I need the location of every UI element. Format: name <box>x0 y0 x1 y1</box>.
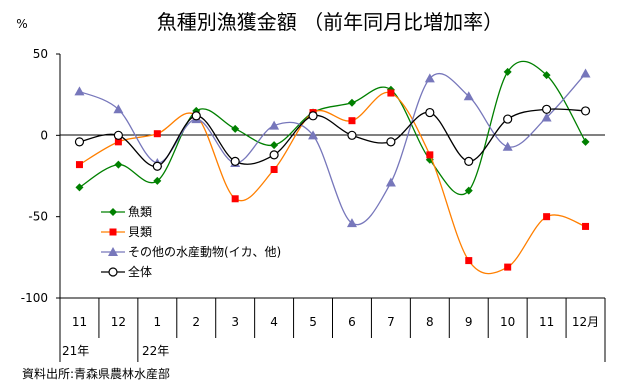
x-tick-label: 12月 <box>572 315 599 329</box>
series-2 <box>74 68 591 228</box>
y-axis-unit-label: % <box>16 17 27 31</box>
data-point <box>464 156 474 166</box>
series-line <box>79 72 587 226</box>
series-1 <box>75 89 590 275</box>
data-point <box>114 160 123 169</box>
data-point <box>426 151 434 159</box>
series-line <box>79 91 586 275</box>
x-tick-label: 3 <box>231 315 239 329</box>
data-point <box>386 137 396 147</box>
data-point <box>153 176 162 185</box>
series-line <box>79 108 586 167</box>
series-line <box>79 60 587 196</box>
data-point <box>75 161 83 169</box>
x-tick-label: 4 <box>270 315 278 329</box>
data-point <box>385 177 396 187</box>
legend-marker <box>108 267 118 277</box>
series-3 <box>74 104 591 171</box>
x-tick-label: 11 <box>72 315 87 329</box>
year-label-2021: 21年 <box>62 344 89 358</box>
legend-marker <box>109 208 117 216</box>
data-point <box>74 137 85 147</box>
x-tick-label: 7 <box>387 315 395 329</box>
data-point <box>581 137 590 146</box>
x-tick-label: 2 <box>192 315 200 329</box>
data-point <box>269 120 280 130</box>
x-tick-label: 11 <box>539 315 554 329</box>
x-tick-label: 1 <box>154 315 162 329</box>
data-point <box>425 107 435 118</box>
data-point <box>347 98 356 107</box>
data-point <box>582 222 590 230</box>
data-point <box>387 89 395 97</box>
data-point <box>542 71 551 80</box>
data-point <box>74 86 85 96</box>
data-point <box>580 68 591 78</box>
data-point <box>113 104 124 114</box>
x-tick-label: 12 <box>111 315 126 329</box>
chart-title: 魚種別漁獲金額 （前年同月比増加率） <box>157 10 503 34</box>
data-point <box>270 165 278 173</box>
data-point <box>465 257 473 265</box>
data-point <box>153 130 161 138</box>
data-point <box>580 106 591 116</box>
source-note: 資料出所:青森県農林水産部 <box>22 366 170 381</box>
legend-item: 全体 <box>101 264 152 279</box>
legend-marker <box>108 247 118 256</box>
data-point <box>541 112 552 122</box>
legend-label: 貝類 <box>128 225 152 239</box>
y-tick-label: -50 <box>28 210 48 224</box>
year-label-2022: 22年 <box>142 344 169 358</box>
data-point <box>230 156 240 166</box>
data-point <box>502 141 513 151</box>
x-tick-label: 9 <box>465 315 473 329</box>
data-point <box>543 213 551 221</box>
x-tick-label: 5 <box>309 315 317 329</box>
legend-item: その他の水産動物(イカ、他) <box>101 244 281 259</box>
data-point <box>231 124 240 133</box>
x-axis: 11 12 1 2 3 4 5 6 7 8 9 10 11 12月 <box>59 298 606 362</box>
series-layer <box>74 60 591 275</box>
data-point <box>463 91 474 101</box>
data-point <box>113 130 123 140</box>
data-point <box>504 263 512 271</box>
x-tick-label: 8 <box>426 315 434 329</box>
data-point <box>503 114 513 124</box>
y-axis: 50 0 -50 -100 <box>21 47 60 305</box>
data-point <box>347 130 357 140</box>
legend-label: 全体 <box>128 264 152 279</box>
x-tick-label: 6 <box>348 315 356 329</box>
data-point <box>348 117 356 125</box>
series-0 <box>75 60 590 196</box>
data-point <box>503 67 512 76</box>
data-point <box>542 104 552 114</box>
legend-label: その他の水産動物(イカ、他) <box>128 244 281 259</box>
x-tick-label: 10 <box>500 315 515 329</box>
data-point <box>346 218 357 228</box>
legend-label: 魚類 <box>128 205 152 219</box>
y-tick-label: 0 <box>40 128 48 142</box>
data-point <box>308 130 319 140</box>
data-point <box>114 138 122 146</box>
data-point <box>424 73 435 83</box>
legend-item: 貝類 <box>101 225 152 239</box>
y-tick-label: -100 <box>21 291 48 305</box>
legend-item: 魚類 <box>101 205 152 219</box>
data-point <box>270 141 279 150</box>
data-point <box>191 111 201 121</box>
legend-marker <box>109 228 117 236</box>
data-point <box>464 186 473 195</box>
data-point <box>231 195 239 203</box>
data-point <box>269 150 279 160</box>
data-point <box>75 183 84 192</box>
data-point <box>152 161 162 171</box>
data-point <box>308 111 318 121</box>
y-tick-label: 50 <box>33 47 48 61</box>
